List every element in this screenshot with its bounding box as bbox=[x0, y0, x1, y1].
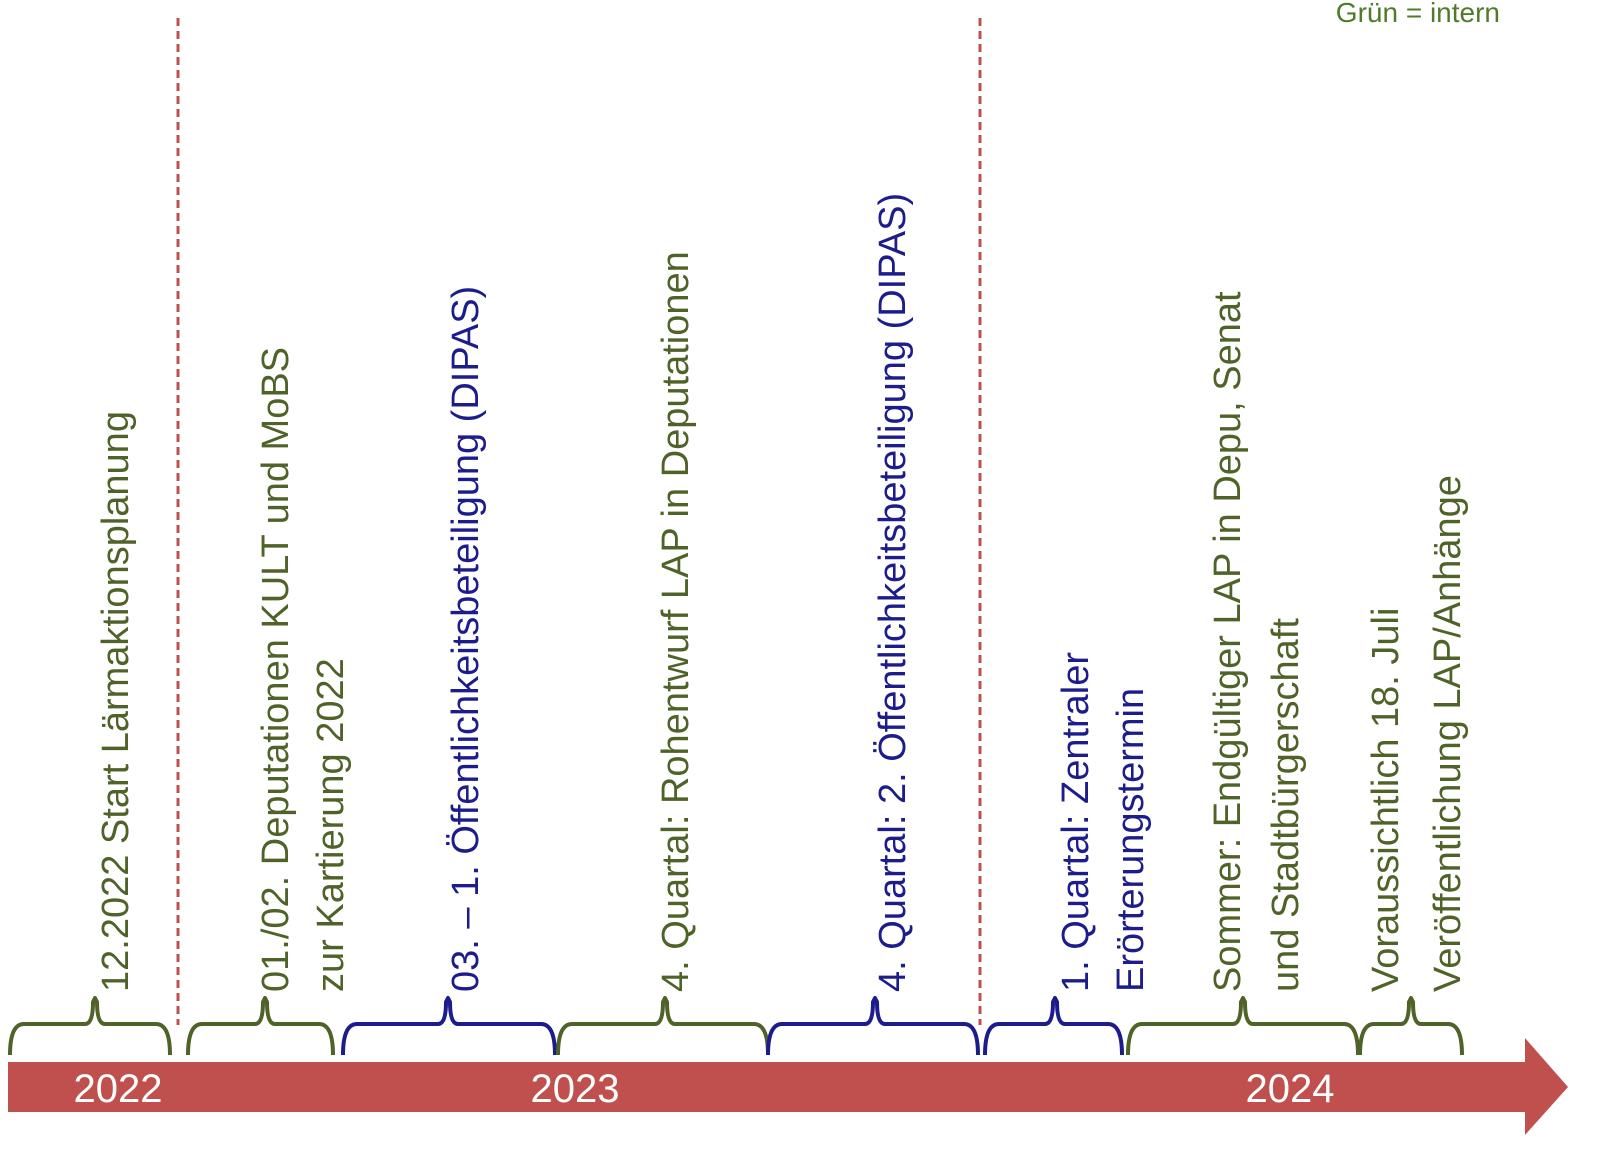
event-text: zur Kartierung 2022 bbox=[310, 658, 352, 992]
event-text: Sommer: Endgültiger LAP in Depu, Senat bbox=[1207, 291, 1249, 992]
bracket bbox=[8, 996, 172, 1056]
event-text: und Stadtbürgerschaft bbox=[1265, 618, 1307, 992]
event-text: 12.2022 Start Lärmaktionsplanung bbox=[95, 411, 137, 992]
bracket bbox=[1358, 996, 1464, 1056]
bracket bbox=[186, 996, 335, 1056]
bracket bbox=[556, 996, 770, 1056]
event-text: Voraussichtlich 18. Juli bbox=[1365, 608, 1407, 992]
bracket bbox=[983, 996, 1124, 1056]
bracket bbox=[341, 996, 557, 1056]
event-text: 03. – 1. Öffentlichkeitsbeteiligung (DIP… bbox=[445, 286, 487, 992]
event-text: Erörterungstermin bbox=[1110, 688, 1152, 992]
year-label: 2024 bbox=[1246, 1067, 1335, 1111]
bracket bbox=[1126, 996, 1360, 1056]
event-text: Veröffentlichung LAP/Anhänge bbox=[1427, 475, 1469, 992]
year-label: 2022 bbox=[74, 1067, 163, 1111]
event-text: 01./02. Deputationen KULT und MoBS bbox=[255, 347, 297, 992]
year-label: 2023 bbox=[531, 1067, 620, 1111]
event-text: 1. Quartal: Zentraler bbox=[1055, 652, 1097, 992]
event-text: 4. Quartal: Rohentwurf LAP in Deputation… bbox=[655, 251, 697, 992]
legend: Grün = intern bbox=[1336, 0, 1500, 28]
events: 12.2022 Start Lärmaktionsplanung 01./02. … bbox=[8, 193, 1469, 1056]
bracket bbox=[766, 996, 980, 1056]
event-text: 4. Quartal: 2. Öffentlichkeitsbeteiligun… bbox=[872, 193, 914, 992]
time-arrow bbox=[8, 1038, 1568, 1135]
